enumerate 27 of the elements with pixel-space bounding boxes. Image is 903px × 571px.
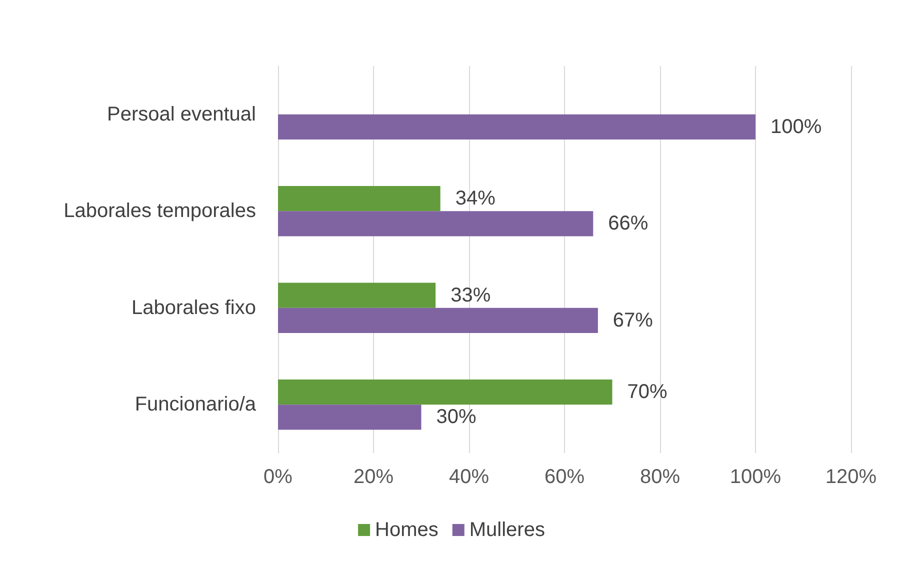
- data-label: 66%: [608, 212, 648, 235]
- y-tick-label: Laborales temporales: [64, 200, 256, 222]
- data-label: 70%: [627, 381, 668, 404]
- x-tick-label: 20%: [353, 466, 394, 488]
- data-label: 100%: [770, 116, 822, 138]
- x-tick-label: 80%: [640, 466, 680, 488]
- bar: [278, 404, 422, 430]
- x-tick-label: 100%: [730, 466, 782, 488]
- data-label: 30%: [436, 406, 476, 428]
- bar: [278, 308, 598, 334]
- bar: [278, 186, 440, 212]
- data-label: 33%: [450, 284, 491, 306]
- bar: [278, 211, 594, 236]
- data-label: 67%: [612, 309, 654, 332]
- y-tick-label: Funcionario/a: [134, 394, 257, 416]
- bar: [278, 114, 756, 140]
- data-label: 34%: [455, 188, 496, 210]
- x-tick-label: 120%: [825, 466, 877, 488]
- bar: [278, 379, 612, 405]
- y-tick-label: Persoal eventual: [107, 103, 256, 126]
- x-tick-label: 0%: [264, 466, 293, 488]
- legend-label: Homes: [375, 519, 438, 541]
- x-tick-label: 60%: [544, 466, 585, 488]
- bar: [278, 282, 436, 308]
- x-tick-label: 40%: [448, 466, 490, 488]
- y-tick-label: Laborales fixo: [131, 296, 256, 319]
- legend-label: Mulleres: [469, 519, 545, 541]
